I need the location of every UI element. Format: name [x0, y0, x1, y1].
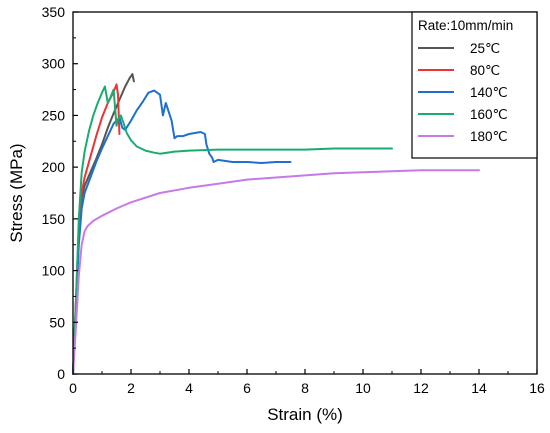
- y-tick-label: 50: [49, 314, 65, 330]
- y-axis-title: Stress (MPa): [7, 143, 26, 242]
- y-tick-label: 250: [42, 107, 66, 123]
- x-axis-title: Strain (%): [267, 405, 343, 424]
- y-tick-label: 0: [57, 366, 65, 382]
- legend-label-4: 180℃: [470, 129, 508, 144]
- x-tick-label: 12: [413, 380, 429, 396]
- x-tick-label: 0: [69, 380, 77, 396]
- x-tick-label: 10: [355, 380, 371, 396]
- plot-area: [72, 73, 480, 375]
- legend-box: [411, 11, 538, 159]
- y-tick-label: 300: [42, 56, 66, 72]
- legend-label-3: 160℃: [470, 107, 508, 122]
- legend-title: Rate:10mm/min: [418, 18, 513, 33]
- y-tick-label: 100: [42, 263, 66, 279]
- legend-label-0: 25℃: [470, 41, 500, 56]
- legend: Rate:10mm/min 25℃ 80℃ 140℃ 160℃ 180℃: [411, 11, 538, 159]
- x-tick-label: 8: [301, 380, 309, 396]
- legend-label-1: 80℃: [470, 63, 500, 78]
- x-tick-label: 16: [529, 380, 545, 396]
- series-line-2: [72, 89, 292, 375]
- y-tick-label: 150: [42, 211, 66, 227]
- y-tick-label: 200: [42, 159, 66, 175]
- series-line-3: [72, 85, 393, 375]
- axes: 0 2 4 6 8 10 12 14 16 0 50 100 150 200 250 300 350 Strain…: [7, 4, 545, 424]
- x-tick-label: 4: [185, 380, 193, 396]
- x-tick-label: 6: [243, 380, 251, 396]
- y-tick-label: 350: [42, 4, 66, 20]
- legend-label-2: 140℃: [470, 85, 508, 100]
- series-line-0: [72, 73, 135, 375]
- x-tick-label: 14: [471, 380, 487, 396]
- x-tick-label: 2: [127, 380, 135, 396]
- series-line-4: [72, 169, 480, 375]
